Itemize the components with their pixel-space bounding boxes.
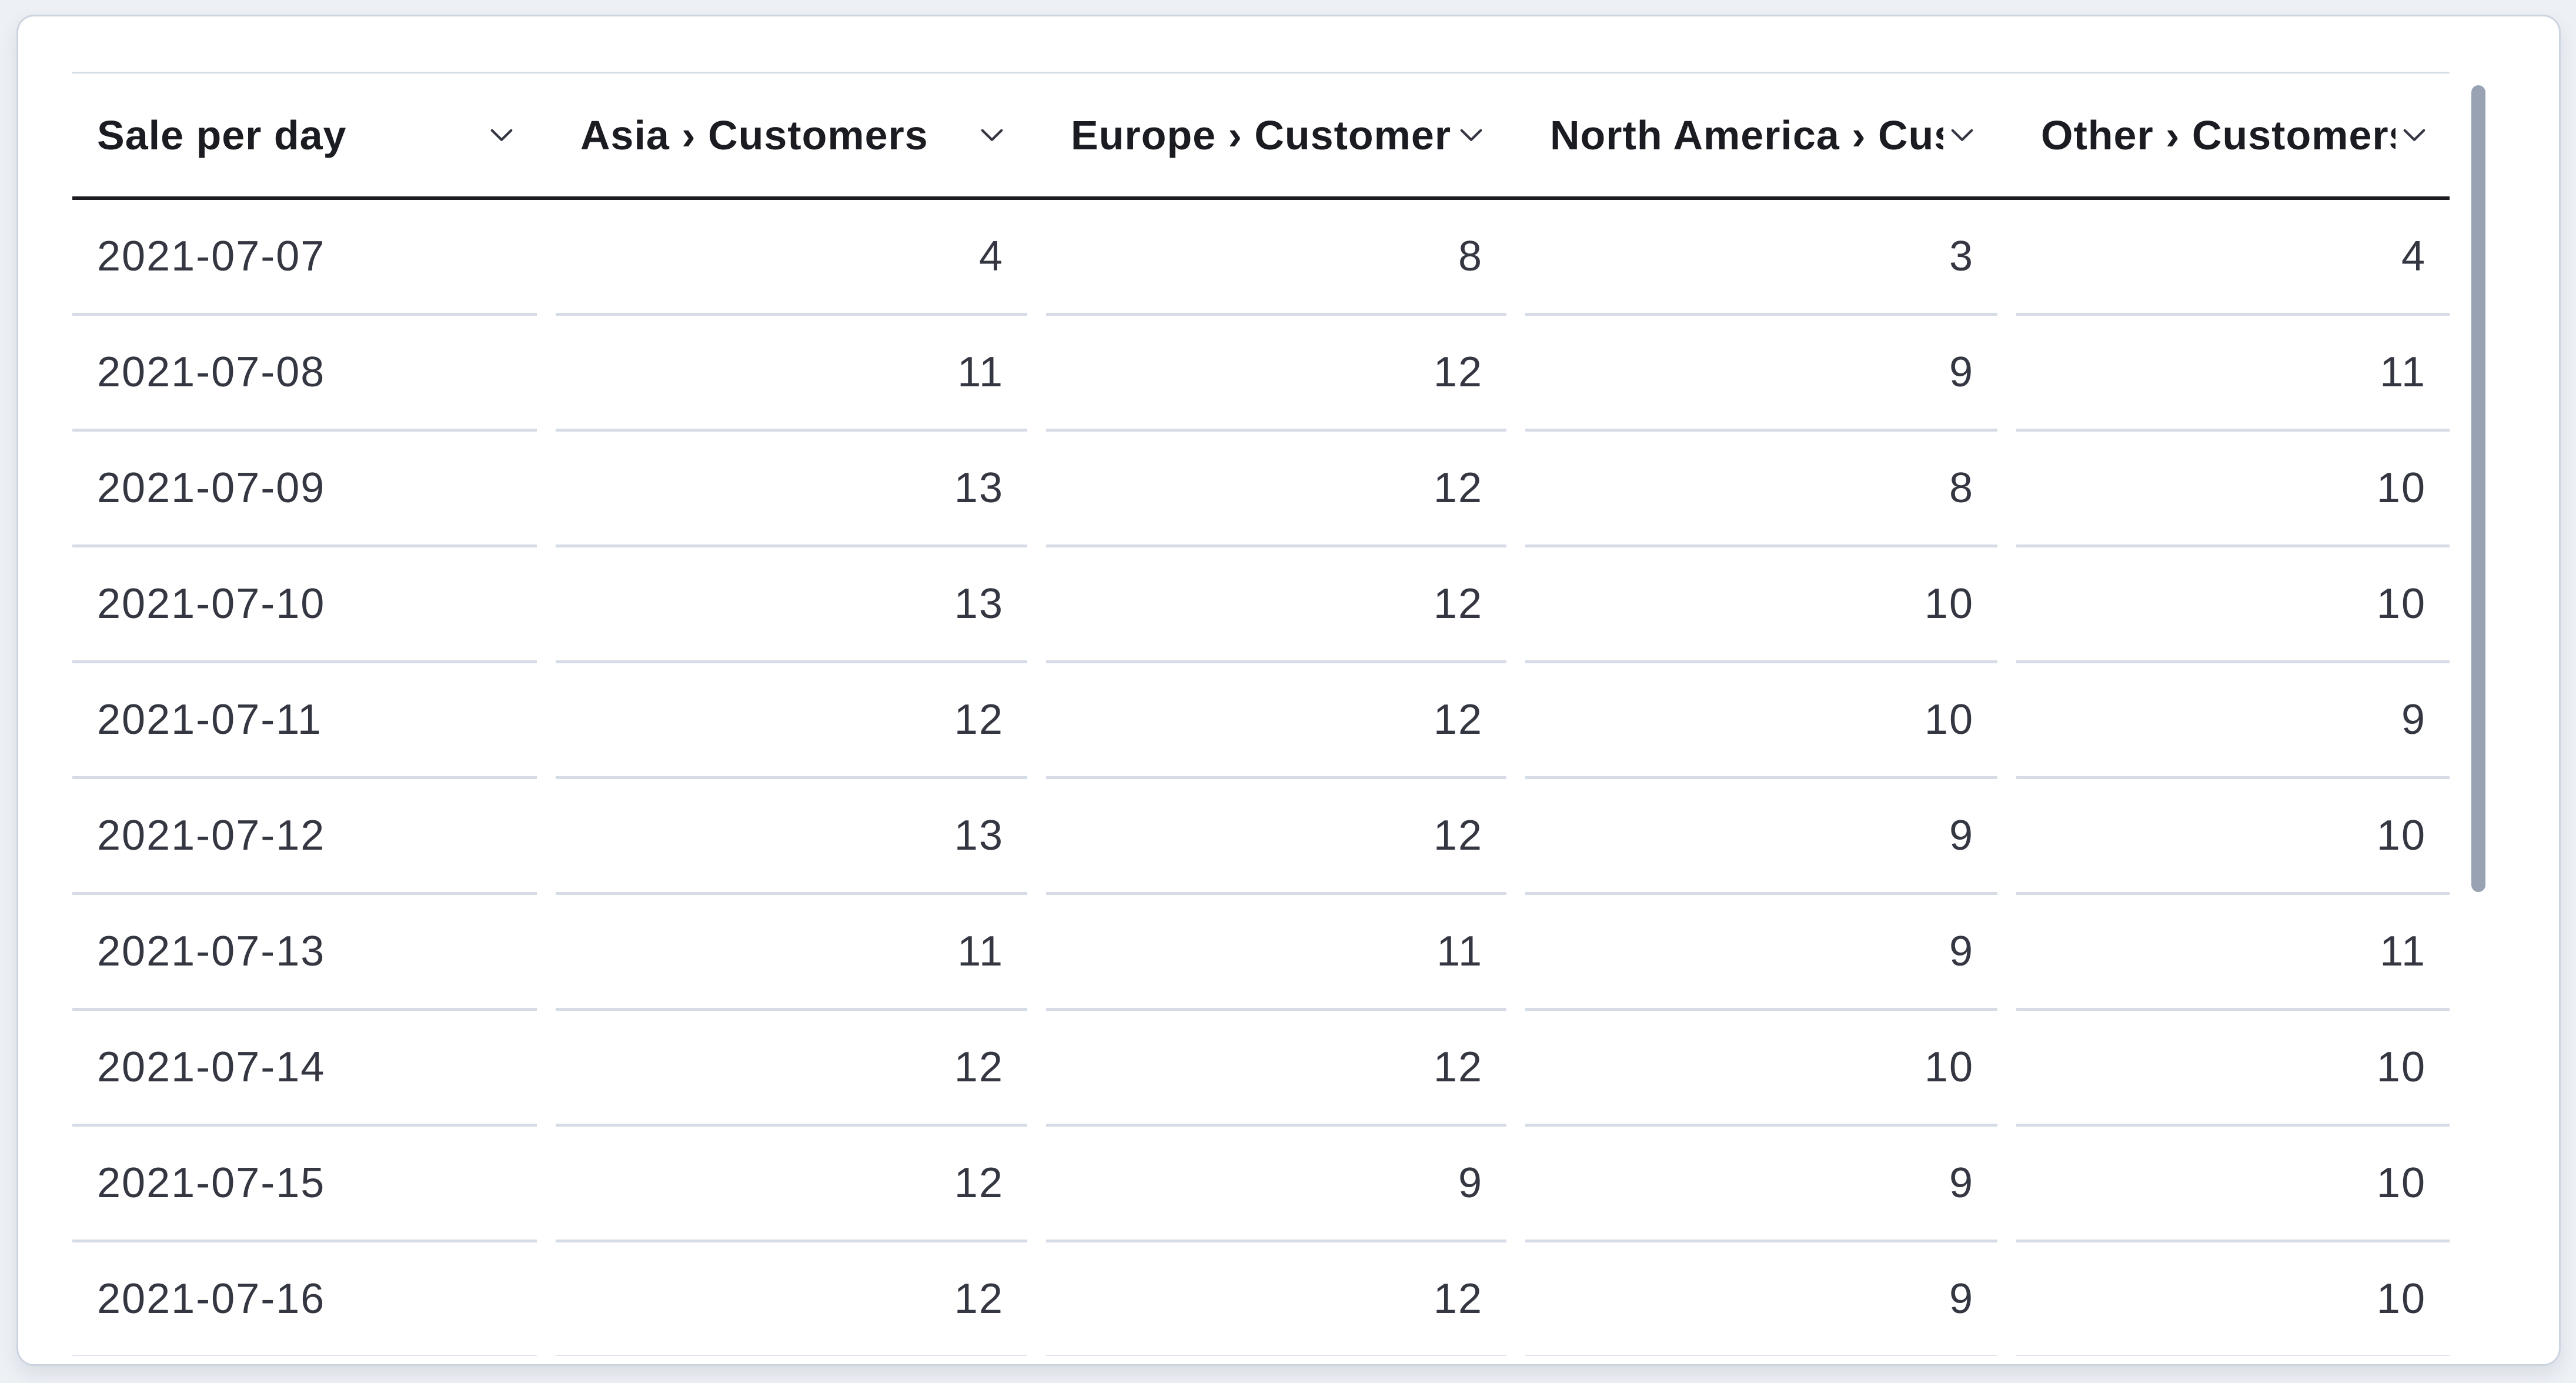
table-body: 2021-07-07 4 8 3 4 2021-07-08 11 12 9 11… — [72, 200, 2450, 1356]
cell-europe-customers: 12 — [1046, 1242, 1506, 1356]
cell-other-customers: 11 — [2016, 895, 2450, 1011]
column-header-label: Europe › Customers — [1071, 112, 1452, 158]
cell-europe-customers: 12 — [1046, 779, 1506, 895]
table-row: 2021-07-11 12 12 10 9 — [72, 663, 2450, 779]
table-row: 2021-07-12 13 12 9 10 — [72, 779, 2450, 895]
cell-europe-customers: 12 — [1046, 432, 1506, 547]
cell-north-america-customers: 3 — [1525, 200, 1997, 316]
cell-other-customers: 11 — [2016, 316, 2450, 432]
cell-north-america-customers: 10 — [1525, 1011, 1997, 1127]
cell-other-customers: 10 — [2016, 547, 2450, 663]
cell-asia-customers: 12 — [556, 1127, 1027, 1242]
cell-asia-customers: 4 — [556, 200, 1027, 316]
cell-other-customers: 9 — [2016, 663, 2450, 779]
cell-date: 2021-07-08 — [72, 316, 537, 432]
vertical-scrollbar-thumb[interactable] — [2471, 85, 2485, 892]
cell-date: 2021-07-09 — [72, 432, 537, 547]
cell-north-america-customers: 8 — [1525, 432, 1997, 547]
cell-other-customers: 4 — [2016, 200, 2450, 316]
cell-asia-customers: 13 — [556, 432, 1027, 547]
cell-asia-customers: 11 — [556, 316, 1027, 432]
cell-other-customers: 10 — [2016, 779, 2450, 895]
chevron-down-icon — [1460, 129, 1482, 141]
cell-date: 2021-07-13 — [72, 895, 537, 1011]
cell-north-america-customers: 9 — [1525, 316, 1997, 432]
column-header-europe-customers[interactable]: Europe › Customers — [1046, 74, 1506, 196]
cell-north-america-customers: 10 — [1525, 547, 1997, 663]
cell-europe-customers: 11 — [1046, 895, 1506, 1011]
chevron-down-icon — [981, 129, 1003, 141]
table-row: 2021-07-16 12 12 9 10 — [72, 1242, 2450, 1356]
cell-date: 2021-07-15 — [72, 1127, 537, 1242]
table-row: 2021-07-14 12 12 10 10 — [72, 1011, 2450, 1127]
table-header-row: Sale per day Asia › Customers Europe › C… — [72, 72, 2450, 200]
cell-north-america-customers: 9 — [1525, 1242, 1997, 1356]
cell-date: 2021-07-07 — [72, 200, 537, 316]
table-row: 2021-07-13 11 11 9 11 — [72, 895, 2450, 1011]
column-header-other-customers[interactable]: Other › Customers — [2016, 74, 2450, 196]
cell-north-america-customers: 9 — [1525, 1127, 1997, 1242]
cell-asia-customers: 13 — [556, 547, 1027, 663]
column-header-north-america-customers[interactable]: North America › Customers — [1525, 74, 1997, 196]
table-row: 2021-07-08 11 12 9 11 — [72, 316, 2450, 432]
cell-europe-customers: 9 — [1046, 1127, 1506, 1242]
cell-europe-customers: 8 — [1046, 200, 1506, 316]
column-header-label: Sale per day — [97, 112, 347, 158]
table-row: 2021-07-09 13 12 8 10 — [72, 432, 2450, 547]
cell-date: 2021-07-10 — [72, 547, 537, 663]
cell-asia-customers: 11 — [556, 895, 1027, 1011]
cell-europe-customers: 12 — [1046, 663, 1506, 779]
cell-north-america-customers: 9 — [1525, 779, 1997, 895]
cell-north-america-customers: 10 — [1525, 663, 1997, 779]
chevron-down-icon — [1951, 129, 1973, 141]
cell-asia-customers: 12 — [556, 1242, 1027, 1356]
cell-date: 2021-07-11 — [72, 663, 537, 779]
column-header-asia-customers[interactable]: Asia › Customers — [556, 74, 1027, 196]
cell-north-america-customers: 9 — [1525, 895, 1997, 1011]
column-header-label: North America › Customers — [1550, 112, 1943, 158]
cell-asia-customers: 12 — [556, 663, 1027, 779]
cell-other-customers: 10 — [2016, 1127, 2450, 1242]
cell-asia-customers: 12 — [556, 1011, 1027, 1127]
cell-europe-customers: 12 — [1046, 1011, 1506, 1127]
cell-other-customers: 10 — [2016, 1011, 2450, 1127]
cell-europe-customers: 12 — [1046, 547, 1506, 663]
table-row: 2021-07-10 13 12 10 10 — [72, 547, 2450, 663]
cell-date: 2021-07-12 — [72, 779, 537, 895]
cell-other-customers: 10 — [2016, 1242, 2450, 1356]
cell-europe-customers: 12 — [1046, 316, 1506, 432]
cell-other-customers: 10 — [2016, 432, 2450, 547]
chevron-down-icon — [490, 129, 513, 141]
column-header-label: Asia › Customers — [580, 112, 928, 158]
cell-date: 2021-07-16 — [72, 1242, 537, 1356]
column-header-sale-per-day[interactable]: Sale per day — [72, 74, 537, 196]
table-card: Sale per day Asia › Customers Europe › C… — [16, 15, 2561, 1366]
chevron-down-icon — [2403, 129, 2425, 141]
cell-asia-customers: 13 — [556, 779, 1027, 895]
column-header-label: Other › Customers — [2041, 112, 2395, 158]
table-row: 2021-07-07 4 8 3 4 — [72, 200, 2450, 316]
cell-date: 2021-07-14 — [72, 1011, 537, 1127]
table-row: 2021-07-15 12 9 9 10 — [72, 1127, 2450, 1242]
